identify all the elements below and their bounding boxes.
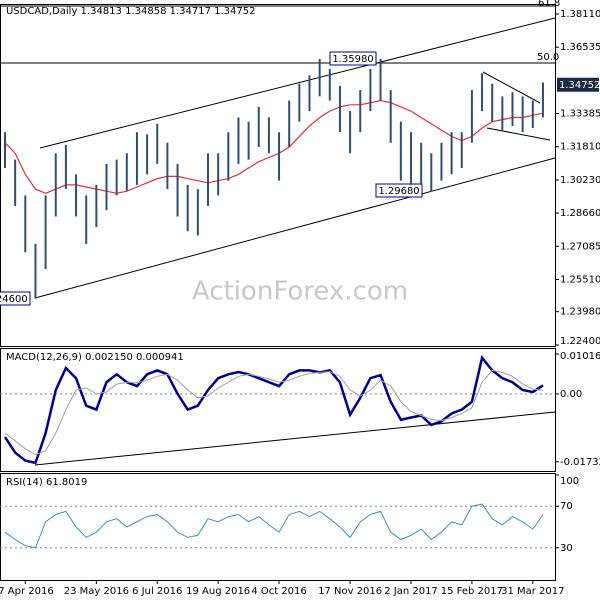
y-tick-label: 70 [560, 501, 573, 512]
frames [0, 4, 556, 581]
series-line [4, 503, 544, 549]
y-tick-label: 1.33385 [560, 109, 600, 120]
last-price-box [557, 77, 599, 92]
series-line [3, 355, 544, 465]
y-tick-label: 30 [560, 543, 573, 554]
y-tick-label: 1.22400 [560, 336, 600, 347]
fib-label: 61.8 [538, 0, 560, 9]
y-tick-label: 1.30230 [560, 175, 600, 186]
x-tick-label: 31 Mar 2017 [501, 586, 564, 597]
start-label: 1.24600 [0, 294, 28, 305]
x-tick-label: 2 Jan 2017 [384, 586, 438, 597]
macd-panel [0, 348, 556, 472]
macd-title: MACD(12,26,9) 0.002150 0.000941 [6, 352, 184, 363]
y-tick-label: 1.31810 [560, 142, 600, 153]
x-tick-label: 6 Jul 2016 [132, 586, 182, 597]
y-tick-label: 1.25510 [560, 274, 600, 285]
label-box [375, 183, 423, 198]
label-box [329, 51, 377, 66]
y-tick-label: 1.36535 [560, 42, 600, 53]
low-label: 1.29680 [378, 186, 419, 197]
x-tick-label: 4 Oct 2016 [251, 586, 306, 597]
trend-lines [0, 5, 556, 466]
series-line [4, 369, 544, 456]
y-tick-label: 1.38110 [560, 9, 600, 20]
y-tick-label: 1.23980 [560, 307, 600, 318]
channel-upper [39, 17, 556, 149]
y-tick-label: 1.27085 [560, 241, 600, 252]
x-tick-label: 19 Aug 2016 [186, 586, 250, 597]
x-tick-label: 15 Feb 2017 [441, 586, 503, 597]
watermark: ActionForex.com [192, 277, 408, 307]
x-tick-label: 7 Apr 2016 [0, 586, 54, 597]
price-panel [0, 4, 556, 347]
price-title: USDCAD,Daily 1.34813 1.34858 1.34717 1.3… [6, 6, 256, 17]
wedge-lower [486, 127, 551, 141]
rsi-panel [0, 473, 556, 581]
last-price-label: 1.34752 [559, 80, 600, 91]
y-tick-label: 0.00 [560, 389, 582, 400]
macd-trend [34, 411, 556, 466]
wedge-upper [482, 71, 541, 104]
x-tick-label: 17 Nov 2016 [318, 586, 382, 597]
fib-label: 50.0 [537, 52, 559, 63]
high-label: 1.35980 [332, 54, 373, 65]
label-box [0, 291, 31, 306]
series-line [4, 99, 544, 194]
y-tick-label: 100 [560, 476, 579, 487]
y-tick-label: 1.28660 [560, 208, 600, 219]
x-tick-label: 23 May 2016 [64, 586, 129, 597]
channel-lower [34, 157, 556, 299]
y-tick-label: -0.017321 [560, 457, 600, 468]
rsi-title: RSI(14) 61.8019 [6, 477, 87, 488]
